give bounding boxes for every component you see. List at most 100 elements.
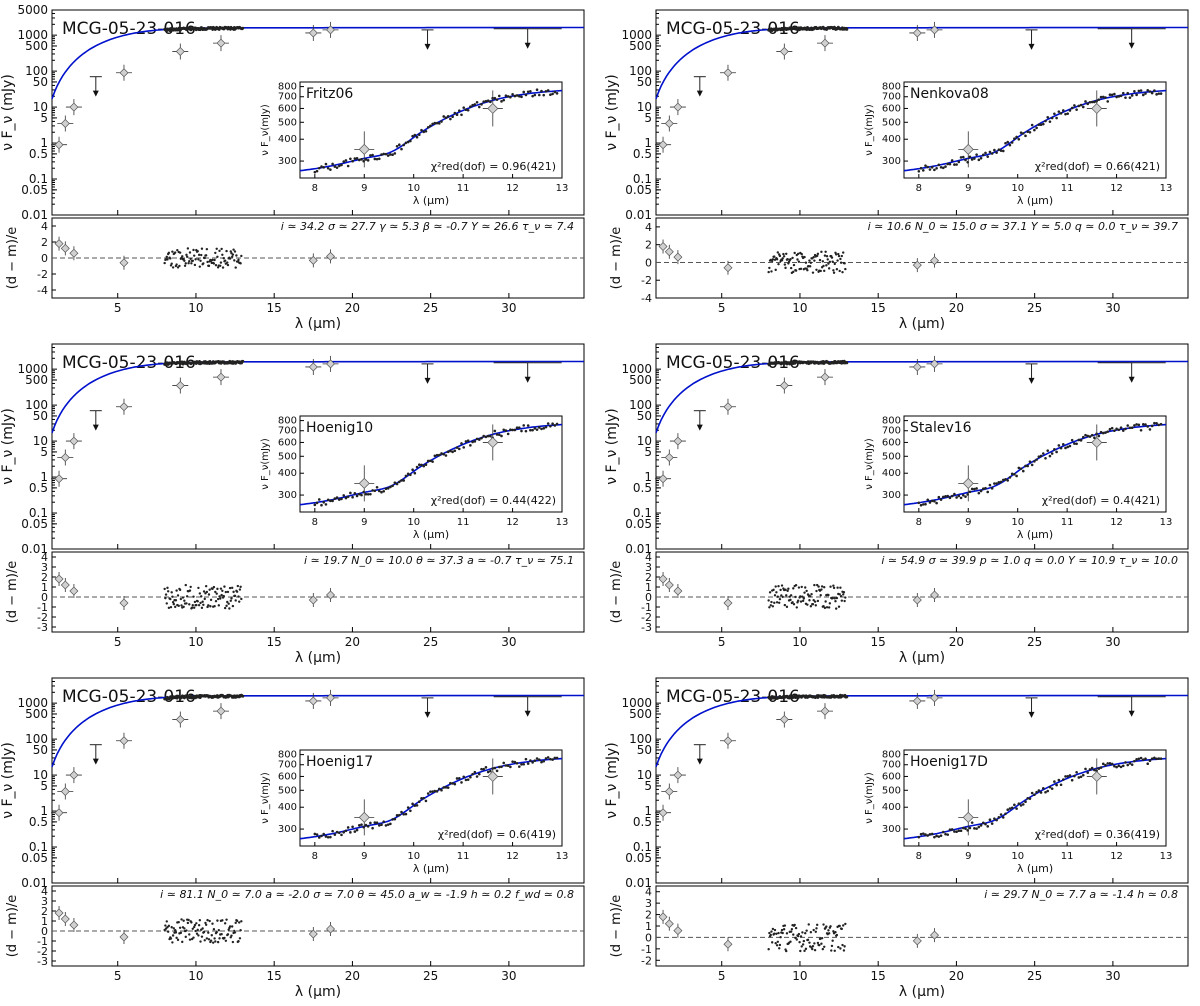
residual-point	[202, 603, 205, 606]
residual-point	[804, 261, 808, 264]
inset-spectrum-point	[415, 465, 419, 469]
inset-spectrum-point	[990, 822, 994, 825]
residual-point	[226, 600, 229, 604]
object-name: MCG-05-23-016	[666, 19, 800, 39]
inset-photometry-point	[358, 811, 370, 823]
sed-y-tick-label: 10	[33, 768, 48, 782]
inset-spectrum-point	[950, 159, 954, 162]
residual-point-marker	[119, 598, 129, 608]
inset-spectrum-point	[400, 810, 403, 814]
residual-point	[777, 584, 780, 588]
inset-x-tick-label: 9	[361, 517, 367, 528]
sed-upper-limit-arrow	[92, 758, 99, 765]
residual-point	[794, 936, 797, 940]
sed-photometry-point	[119, 402, 129, 412]
residual-point	[233, 250, 237, 253]
residual-point	[801, 931, 804, 934]
inset-y-tick-label: 800	[882, 750, 901, 761]
inset-spectrum-point	[1004, 812, 1007, 816]
x-tick-label: 5	[718, 969, 726, 983]
inset-spectrum-point	[409, 809, 412, 813]
inset-spectrum-point	[457, 447, 461, 451]
inset-spectrum-point	[1077, 776, 1081, 779]
inset-spectrum-point	[1039, 791, 1043, 794]
inset-x-tick-label: 12	[506, 851, 519, 862]
inset-spectrum-point	[504, 764, 508, 767]
residual-point	[834, 607, 838, 610]
inset-spectrum-point	[315, 833, 319, 836]
residual-point	[164, 593, 168, 596]
residual-point	[800, 585, 803, 589]
residual-point	[239, 262, 242, 265]
residual-point	[182, 919, 185, 922]
x-tick-label: 5	[718, 301, 726, 315]
residual-point	[815, 583, 819, 587]
residual-point	[776, 595, 780, 598]
inset-spectrum-point	[442, 452, 446, 456]
residual-point	[179, 597, 183, 601]
inset-spectrum-point	[1044, 456, 1047, 460]
residual-point	[827, 593, 830, 597]
residual-point	[237, 258, 240, 262]
inset-spectrum-point	[442, 115, 446, 118]
inset-spectrum-point	[335, 496, 339, 499]
sed-upper-limit-arrow	[424, 43, 431, 50]
inset-spectrum-point	[435, 790, 439, 793]
residual-point	[174, 931, 178, 934]
inset-spectrum-point	[473, 440, 477, 443]
residual-point	[817, 585, 820, 588]
inset-spectrum-point	[959, 496, 963, 500]
residual-point	[231, 940, 235, 944]
residual-point	[224, 590, 228, 594]
residual-point-marker	[308, 595, 318, 605]
inset-spectrum-point	[480, 103, 483, 106]
sed-y-axis-label: ν F_ν (mJy)	[604, 742, 620, 819]
inset-spectrum-point	[404, 141, 408, 145]
residual-point	[843, 599, 846, 603]
inset-spectrum-point	[924, 833, 927, 836]
inset-spectrum-point	[1099, 430, 1103, 434]
inset-spectrum-point	[493, 766, 497, 770]
inset-spectrum-point	[553, 424, 557, 427]
sed-y-tick-label: 1	[40, 470, 48, 484]
residual-point-marker	[308, 255, 318, 265]
inset-spectrum-point	[533, 759, 537, 763]
inset-spectrum-point	[331, 829, 334, 833]
residual-point	[815, 589, 818, 593]
sed-spectrum-point	[845, 695, 849, 699]
inset-y-tick-label: 800	[882, 82, 901, 93]
inset-y-tick-label: 400	[882, 802, 901, 813]
residual-point	[233, 259, 236, 262]
inset-spectrum-point	[364, 823, 368, 827]
inset-spectrum-point	[460, 781, 463, 784]
residual-point	[240, 920, 243, 923]
inset-spectrum-point	[486, 99, 490, 103]
sed-y-tick-label: 1000	[17, 696, 48, 710]
residual-point	[799, 595, 802, 598]
inset-spectrum-point	[473, 103, 477, 106]
residual-point	[805, 589, 808, 593]
inset-spectrum-point	[429, 459, 432, 463]
inset-spectrum-point	[426, 459, 430, 463]
residual-point	[188, 589, 192, 592]
inset-spectrum-point	[1150, 91, 1154, 95]
inset-spectrum-point	[946, 162, 950, 166]
residual-point	[837, 252, 840, 256]
inset-spectrum-point	[964, 495, 967, 498]
inset-spectrum-point	[1113, 764, 1116, 768]
residual-point	[228, 925, 232, 928]
sed-upper-limit-arrow	[524, 710, 531, 717]
inset-spectrum-point	[1115, 95, 1118, 99]
inset-y-axis-label: ν F_ν(mJy)	[864, 438, 875, 490]
x-tick-label: 15	[871, 969, 886, 983]
residual-point	[826, 258, 829, 261]
residual-y-tick-label: -2	[641, 274, 652, 287]
inset-spectrum-point	[380, 153, 383, 156]
inset-spectrum-point	[353, 157, 357, 160]
inset-spectrum-point	[1148, 428, 1152, 431]
inset-spectrum-point	[357, 492, 361, 496]
sed-upper-limit-arrow	[424, 711, 431, 718]
inset-spectrum-point	[413, 804, 417, 807]
inset-y-tick-label: 300	[278, 156, 297, 167]
inset-spectrum-point	[979, 489, 983, 493]
